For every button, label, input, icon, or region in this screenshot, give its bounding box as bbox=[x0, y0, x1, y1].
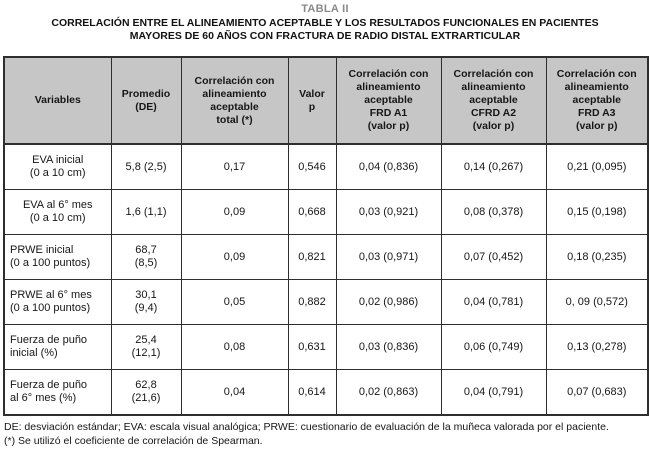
cell-frd-a1: 0,04 (0,836) bbox=[335, 143, 442, 190]
header-variables: Variables bbox=[3, 56, 112, 145]
header-correlacion-frd-a3: Correlación con alineamiento aceptable F… bbox=[545, 56, 649, 145]
cell-corr-total: 0,09 bbox=[180, 189, 289, 235]
header-correlacion-total: Correlación con alineamiento aceptable t… bbox=[180, 56, 289, 145]
cell-frd-a1: 0,03 (0,921) bbox=[335, 189, 442, 235]
header-valor-p: Valor p bbox=[287, 56, 337, 145]
table-row: EVA al 6° mes (0 a 10 cm) 1,6 (1,1) 0,09… bbox=[3, 189, 649, 235]
header-promedio-de: Promedio (DE) bbox=[110, 56, 182, 145]
cell-promedio: 68,7 (8,5) bbox=[110, 234, 182, 280]
cell-cfrd-a2: 0,07 (0,452) bbox=[440, 234, 547, 280]
cell-valor-p: 0,546 bbox=[287, 143, 337, 190]
cell-corr-total: 0,17 bbox=[180, 143, 289, 190]
cell-valor-p: 0,882 bbox=[287, 279, 337, 325]
cell-valor-p: 0,821 bbox=[287, 234, 337, 280]
header-row: Variables Promedio (DE) Correlación con … bbox=[3, 56, 649, 145]
cell-variable: Fuerza de puño inicial (%) bbox=[3, 324, 112, 370]
cell-corr-total: 0,09 bbox=[180, 234, 289, 280]
header-correlacion-cfrd-a2: Correlación con alineamiento aceptable C… bbox=[440, 56, 547, 145]
table-row: PRWE inicial (0 a 100 puntos) 68,7 (8,5)… bbox=[3, 234, 649, 280]
cell-variable: EVA inicial (0 a 10 cm) bbox=[3, 143, 112, 190]
cell-corr-total: 0,05 bbox=[180, 279, 289, 325]
cell-promedio: 30,1 (9,4) bbox=[110, 279, 182, 325]
cell-frd-a3: 0,13 (0,278) bbox=[545, 324, 649, 370]
cell-promedio: 5,8 (2,5) bbox=[110, 143, 182, 190]
cell-variable: EVA al 6° mes (0 a 10 cm) bbox=[3, 189, 112, 235]
cell-frd-a1: 0,02 (0,986) bbox=[335, 279, 442, 325]
cell-frd-a1: 0,02 (0,863) bbox=[335, 369, 442, 416]
cell-corr-total: 0,08 bbox=[180, 324, 289, 370]
header-correlacion-frd-a1: Correlación con alineamiento aceptable F… bbox=[335, 56, 442, 145]
footnote-abbreviations: DE: desviación estándar; EVA: escala vis… bbox=[4, 421, 609, 433]
cell-cfrd-a2: 0,08 (0,378) bbox=[440, 189, 547, 235]
cell-valor-p: 0,668 bbox=[287, 189, 337, 235]
cell-frd-a3: 0,07 (0,683) bbox=[545, 369, 649, 416]
cell-frd-a3: 0,15 (0,198) bbox=[545, 189, 649, 235]
table-row: PRWE al 6° mes (0 a 100 puntos) 30,1 (9,… bbox=[3, 279, 649, 325]
cell-cfrd-a2: 0,04 (0,781) bbox=[440, 279, 547, 325]
footnote-spearman: (*) Se utilizó el coeficiente de correla… bbox=[4, 434, 263, 447]
cell-cfrd-a2: 0,04 (0,791) bbox=[440, 369, 547, 416]
cell-corr-total: 0,04 bbox=[180, 369, 289, 416]
cell-frd-a1: 0,03 (0,971) bbox=[335, 234, 442, 280]
cell-cfrd-a2: 0,06 (0,749) bbox=[440, 324, 547, 370]
cell-valor-p: 0,631 bbox=[287, 324, 337, 370]
correlation-table: Variables Promedio (DE) Correlación con … bbox=[3, 56, 649, 416]
table-title: CORRELACIÓN ENTRE EL ALINEAMIENTO ACEPTA… bbox=[51, 17, 599, 42]
cell-valor-p: 0,614 bbox=[287, 369, 337, 416]
table-row: Fuerza de puño inicial (%) 25,4 (12,1) 0… bbox=[3, 324, 649, 370]
cell-frd-a1: 0,03 (0,836) bbox=[335, 324, 442, 370]
table-row: Fuerza de puño al 6° mes (%) 62,8 (21,6)… bbox=[3, 369, 649, 416]
cell-variable: PRWE al 6° mes (0 a 100 puntos) bbox=[3, 279, 112, 325]
table-row: EVA inicial (0 a 10 cm) 5,8 (2,5) 0,17 0… bbox=[3, 143, 649, 190]
table-label: TABLA II bbox=[301, 3, 349, 15]
cell-frd-a3: 0,21 (0,095) bbox=[545, 143, 649, 190]
cell-promedio: 25,4 (12,1) bbox=[110, 324, 182, 370]
cell-frd-a3: 0, 09 (0,572) bbox=[545, 279, 649, 325]
cell-variable: PRWE inicial (0 a 100 puntos) bbox=[3, 234, 112, 280]
footnotes: DE: desviación estándar; EVA: escala vis… bbox=[4, 421, 646, 448]
table-caption: TABLA II CORRELACIÓN ENTRE EL ALINEAMIEN… bbox=[0, 0, 650, 42]
cell-frd-a3: 0,18 (0,235) bbox=[545, 234, 649, 280]
cell-promedio: 62,8 (21,6) bbox=[110, 369, 182, 416]
cell-cfrd-a2: 0,14 (0,267) bbox=[440, 143, 547, 190]
cell-promedio: 1,6 (1,1) bbox=[110, 189, 182, 235]
cell-variable: Fuerza de puño al 6° mes (%) bbox=[3, 369, 112, 416]
